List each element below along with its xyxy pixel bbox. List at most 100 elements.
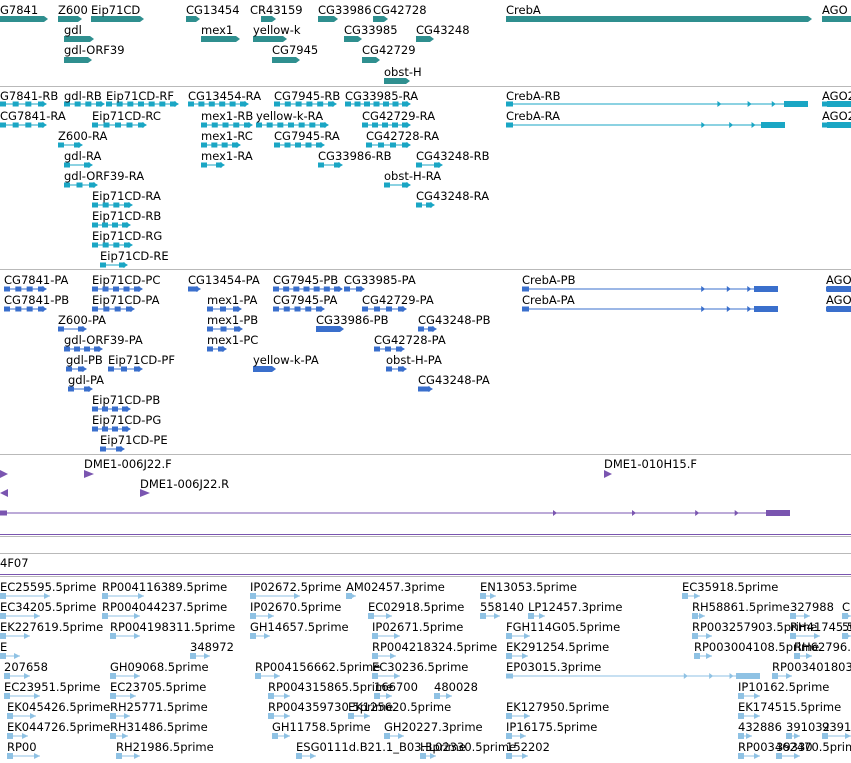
feature-glyph[interactable] xyxy=(4,286,47,292)
feature-label[interactable]: RP004044237.5prime xyxy=(102,600,228,614)
feature-glyph[interactable] xyxy=(261,16,276,22)
feature-glyph[interactable] xyxy=(255,673,280,679)
feature-glyph[interactable] xyxy=(4,673,30,679)
feature-glyph[interactable] xyxy=(253,36,287,42)
feature-glyph[interactable] xyxy=(386,366,407,372)
feature-glyph[interactable] xyxy=(506,733,526,739)
feature-label[interactable]: RP003401803.5prime xyxy=(772,660,851,674)
feature-glyph[interactable] xyxy=(374,693,392,699)
feature-label[interactable]: 432886 xyxy=(738,720,782,734)
feature-label[interactable]: CG7841-RA xyxy=(0,109,66,123)
feature-glyph[interactable] xyxy=(822,16,851,22)
feature-glyph[interactable] xyxy=(372,673,400,679)
feature-glyph[interactable] xyxy=(92,202,133,208)
feature-glyph[interactable] xyxy=(256,122,329,128)
feature-glyph[interactable] xyxy=(0,653,20,659)
feature-glyph[interactable] xyxy=(140,489,150,497)
feature-glyph[interactable] xyxy=(344,36,362,42)
feature-glyph[interactable] xyxy=(682,593,700,599)
feature-glyph[interactable] xyxy=(7,713,36,719)
feature-glyph[interactable] xyxy=(102,593,144,599)
feature-glyph[interactable] xyxy=(416,36,434,42)
feature-glyph[interactable] xyxy=(64,182,98,188)
feature-label[interactable]: FGH114G05.5prime xyxy=(506,620,621,634)
feature-label[interactable]: RP004198311.5prime xyxy=(110,620,236,634)
feature-glyph[interactable] xyxy=(786,733,800,739)
feature-glyph[interactable] xyxy=(190,653,210,659)
feature-label[interactable]: CG33985-RA xyxy=(345,89,419,103)
feature-glyph[interactable] xyxy=(250,633,270,639)
feature-glyph[interactable] xyxy=(384,78,410,84)
feature-label[interactable]: mex1-PC xyxy=(207,333,259,347)
feature-label[interactable]: mex1-RB xyxy=(201,109,254,123)
feature-glyph[interactable] xyxy=(822,122,851,128)
feature-glyph[interactable] xyxy=(480,613,500,619)
feature-label[interactable]: CG33985 xyxy=(344,23,398,37)
feature-glyph[interactable] xyxy=(296,753,316,759)
feature-label[interactable]: gdl-RB xyxy=(64,89,102,103)
feature-glyph[interactable] xyxy=(7,753,40,759)
feature-glyph[interactable] xyxy=(316,326,344,332)
feature-label[interactable]: GH14657.5prime xyxy=(250,620,349,634)
feature-glyph[interactable] xyxy=(64,36,94,42)
feature-label[interactable]: 9391 xyxy=(822,720,851,734)
feature-label[interactable]: gdl-PA xyxy=(68,373,105,387)
feature-glyph[interactable] xyxy=(110,673,140,679)
feature-glyph[interactable] xyxy=(522,286,778,292)
feature-label[interactable]: 327988 xyxy=(790,600,834,614)
feature-label[interactable]: GH11758.5prime xyxy=(272,720,371,734)
feature-glyph[interactable] xyxy=(273,286,343,292)
feature-label[interactable]: 500278 xyxy=(842,620,851,634)
feature-label[interactable]: gdl-ORF39 xyxy=(64,43,125,57)
feature-glyph[interactable] xyxy=(68,386,93,392)
feature-glyph[interactable] xyxy=(790,613,810,619)
feature-label[interactable]: 166700 xyxy=(374,680,418,694)
feature-label[interactable]: EC35918.5prime xyxy=(682,580,779,594)
feature-glyph[interactable] xyxy=(738,713,760,719)
feature-label[interactable]: 391032 xyxy=(786,720,830,734)
feature-label[interactable]: CG7945 xyxy=(272,43,319,57)
feature-glyph[interactable] xyxy=(506,673,760,679)
feature-label[interactable]: RP003462470.5prime xyxy=(738,740,851,754)
feature-label[interactable]: CG42729 xyxy=(362,43,416,57)
feature-label[interactable]: 558140 xyxy=(480,600,524,614)
feature-glyph[interactable] xyxy=(0,489,8,497)
feature-label[interactable]: CG33986 xyxy=(318,3,372,17)
feature-label[interactable]: CG33985-PA xyxy=(344,273,416,287)
feature-label[interactable]: obst-H xyxy=(384,65,422,79)
feature-label[interactable]: 207658 xyxy=(4,660,48,674)
feature-label[interactable]: IP10162.5prime xyxy=(738,680,830,694)
feature-label[interactable]: yellow-k-PA xyxy=(253,353,319,367)
feature-label[interactable]: RH25771.5prime xyxy=(110,700,208,714)
feature-glyph[interactable] xyxy=(738,733,752,739)
feature-label[interactable]: Z600 xyxy=(58,3,88,17)
feature-label[interactable]: RH31486.5prime xyxy=(110,720,208,734)
feature-glyph[interactable] xyxy=(373,16,388,22)
feature-glyph[interactable] xyxy=(372,653,396,659)
feature-glyph[interactable] xyxy=(186,16,200,22)
feature-label[interactable]: CG13454-PA xyxy=(188,273,260,287)
feature-label[interactable]: EC34205.5prime xyxy=(0,600,97,614)
feature-label[interactable]: EK291254.5prime xyxy=(506,640,610,654)
feature-label[interactable]: CG43248-PA xyxy=(418,373,490,387)
feature-glyph[interactable] xyxy=(506,16,812,22)
feature-label[interactable]: Z600-PA xyxy=(58,313,107,327)
feature-label[interactable]: Eip71CD-RC xyxy=(92,109,161,123)
feature-label[interactable]: CG7841-PB xyxy=(4,293,70,307)
feature-label[interactable]: GH09068.5prime xyxy=(110,660,209,674)
feature-glyph[interactable] xyxy=(92,286,143,292)
feature-label[interactable]: mex1-PB xyxy=(207,313,259,327)
feature-label[interactable]: EK125620.5prime xyxy=(348,700,452,714)
feature-glyph[interactable] xyxy=(416,162,443,168)
feature-glyph[interactable] xyxy=(372,633,400,639)
feature-glyph[interactable] xyxy=(91,16,144,22)
feature-label[interactable]: mex1 xyxy=(201,23,234,37)
feature-label[interactable]: IP16175.5prime xyxy=(506,720,598,734)
feature-glyph[interactable] xyxy=(480,593,496,599)
feature-glyph[interactable] xyxy=(0,613,40,619)
feature-glyph[interactable] xyxy=(4,306,47,312)
feature-glyph[interactable] xyxy=(0,633,30,639)
feature-glyph[interactable] xyxy=(268,713,290,719)
feature-glyph[interactable] xyxy=(0,16,48,22)
feature-glyph[interactable] xyxy=(58,326,87,332)
